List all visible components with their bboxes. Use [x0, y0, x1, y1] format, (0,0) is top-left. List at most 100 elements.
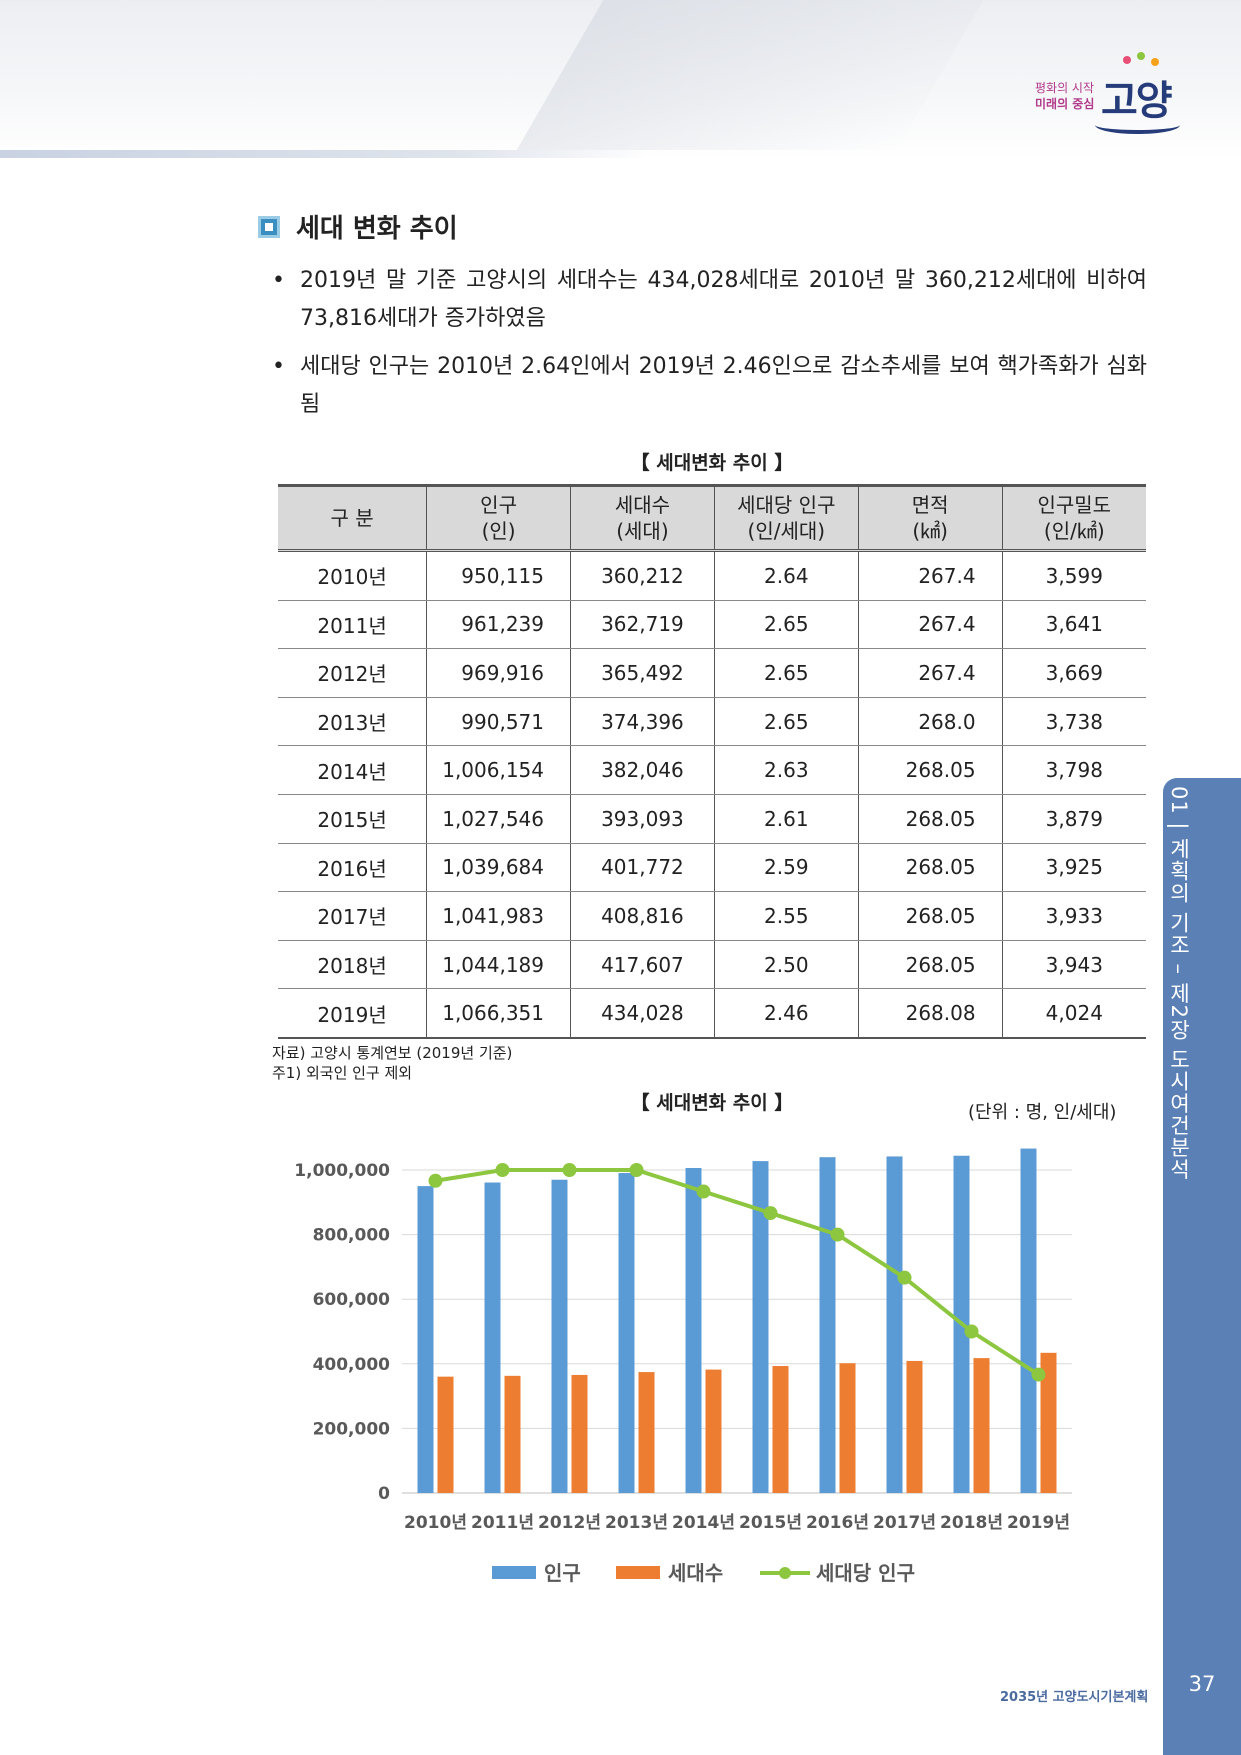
- goyang-logo: 평화의 시작 미래의 중심 고양: [1035, 50, 1185, 134]
- table-cell: 1,041,983: [426, 891, 571, 941]
- table-cell: 434,028: [570, 988, 715, 1039]
- table-cell: 2.59: [713, 843, 859, 893]
- x-axis-tick-label: 2016년: [806, 1513, 869, 1533]
- table-cell: 3,641: [1001, 600, 1146, 650]
- side-tab-label: 01 | 계획의 기조 – 제2장 도시여건분석: [1167, 786, 1191, 1181]
- population-bar: [551, 1179, 568, 1493]
- x-axis-tick-label: 2013년: [605, 1513, 668, 1533]
- left-axis-tick-label: 200,000: [313, 1419, 391, 1439]
- persons-per-household-point: [763, 1206, 778, 1221]
- household-bar: [638, 1372, 655, 1493]
- section-title: 세대 변화 추이: [258, 208, 458, 245]
- table-notes: 자료) 고양시 통계연보 (2019년 기준) 주1) 외국인 인구 제외: [272, 1043, 512, 1083]
- table-cell: 268.05: [857, 745, 1003, 795]
- source-note: 자료) 고양시 통계연보 (2019년 기준): [272, 1044, 513, 1062]
- table-cell: 2010년: [278, 550, 427, 601]
- page-number: 37: [1188, 1672, 1216, 1696]
- left-axis-tick-label: 0: [378, 1484, 390, 1504]
- table-cell: 268.05: [857, 940, 1003, 990]
- header-decoration: [0, 0, 1241, 160]
- table-cell: 2019년: [278, 988, 427, 1039]
- population-bar: [819, 1157, 836, 1493]
- legend-swatch-household: [616, 1566, 660, 1579]
- x-axis-tick-label: 2012년: [538, 1513, 601, 1533]
- household-bar: [839, 1363, 856, 1493]
- table-cell: 382,046: [570, 745, 715, 795]
- table-row: 2011년 961,239 362,719 2.65 267.4 3,641: [278, 600, 1146, 650]
- table-cell: 268.08: [857, 988, 1003, 1039]
- household-table: 구 분 인구 (인) 세대수 (세대) 세대당 인구 (인/세대) 면적 (㎢) 인구밀…: [278, 484, 1146, 1039]
- table-cell: 2015년: [278, 794, 427, 844]
- population-bar: [685, 1168, 702, 1493]
- x-axis-tick-label: 2018년: [940, 1513, 1003, 1533]
- table-cell: 3,738: [1001, 697, 1146, 747]
- table-cell: 268.05: [857, 794, 1003, 844]
- table-cell: 362,719: [570, 600, 715, 650]
- table-cell: 961,239: [426, 600, 571, 650]
- table-cell: 950,115: [426, 550, 571, 601]
- legend-label-persons-per-household: 세대당 인구: [816, 1561, 915, 1585]
- table-cell: 3,798: [1001, 745, 1146, 795]
- footnote: 주1) 외국인 인구 제외: [272, 1064, 413, 1082]
- persons-per-household-line: [435, 1168, 1040, 1377]
- section-title-text: 세대 변화 추이: [296, 214, 458, 244]
- population-bar: [618, 1173, 635, 1493]
- legend-label-household: 세대수: [668, 1561, 723, 1585]
- table-cell: 1,006,154: [426, 745, 571, 795]
- persons-per-household-point: [696, 1184, 711, 1199]
- side-tab: [1163, 778, 1241, 1755]
- table-cell: 2.55: [713, 891, 859, 941]
- table-cell: 2012년: [278, 648, 427, 698]
- left-axis-tick-label: 800,000: [313, 1226, 391, 1246]
- header-shape: [516, 0, 984, 150]
- table-cell: 3,599: [1001, 550, 1146, 601]
- x-axis-tick-label: 2010년: [404, 1513, 467, 1533]
- table-cell: 1,044,189: [426, 940, 571, 990]
- table-cell: 4,024: [1001, 988, 1146, 1039]
- table-cell: 401,772: [570, 843, 715, 893]
- legend-marker-persons-per-household: [779, 1567, 791, 1579]
- table-cell: 2013년: [278, 697, 427, 747]
- population-bar: [417, 1186, 434, 1493]
- square-bullet-icon: [258, 215, 280, 238]
- bullet-item: 2019년 말 기준 고양시의 세대수는 434,028세대로 2010년 말 …: [272, 262, 1147, 338]
- table-cell: 374,396: [570, 697, 715, 747]
- household-bar: [772, 1366, 789, 1493]
- table-row: 2012년 969,916 365,492 2.65 267.4 3,669: [278, 648, 1146, 698]
- chart-caption: 【 세대변화 추이 】: [630, 1092, 794, 1114]
- table-cell: 417,607: [570, 940, 715, 990]
- table-cell: 268.0: [857, 697, 1003, 747]
- table-cell: 2018년: [278, 940, 427, 990]
- table-row: 2013년 990,571 374,396 2.65 268.0 3,738: [278, 697, 1146, 747]
- household-bar: [705, 1369, 722, 1493]
- table-cell: 408,816: [570, 891, 715, 941]
- logo-arc-icon: [1095, 116, 1180, 134]
- left-axis-tick-label: 400,000: [313, 1355, 391, 1375]
- table-cell: 969,916: [426, 648, 571, 698]
- header-cell: 인구밀도 (인/㎢): [1001, 484, 1146, 552]
- table-cell: 2017년: [278, 891, 427, 941]
- x-axis-tick-label: 2017년: [873, 1513, 936, 1533]
- persons-per-household-point: [964, 1324, 979, 1339]
- x-axis-tick-label: 2014년: [672, 1513, 735, 1533]
- household-bar: [1040, 1352, 1057, 1493]
- x-axis-tick-label: 2015년: [739, 1513, 802, 1533]
- persons-per-household-point: [428, 1173, 443, 1188]
- table-cell: 2.63: [713, 745, 859, 795]
- table-cell: 2.61: [713, 794, 859, 844]
- persons-per-household-point: [830, 1227, 845, 1242]
- persons-per-household-point: [562, 1163, 577, 1177]
- table-cell: 393,093: [570, 794, 715, 844]
- household-bar: [437, 1376, 454, 1493]
- table-cell: 2.65: [713, 697, 859, 747]
- persons-per-household-point: [629, 1163, 644, 1177]
- table-cell: 2011년: [278, 600, 427, 650]
- household-bar: [504, 1375, 521, 1493]
- table-header-row: 구 분 인구 (인) 세대수 (세대) 세대당 인구 (인/세대) 면적 (㎢) 인구밀…: [278, 484, 1146, 552]
- table-cell: 2.65: [713, 648, 859, 698]
- header-cell: 구 분: [278, 484, 427, 552]
- table-cell: 1,039,684: [426, 843, 571, 893]
- header-stripe: [0, 150, 650, 158]
- table-cell: 1,027,546: [426, 794, 571, 844]
- header-cell: 인구 (인): [426, 484, 571, 552]
